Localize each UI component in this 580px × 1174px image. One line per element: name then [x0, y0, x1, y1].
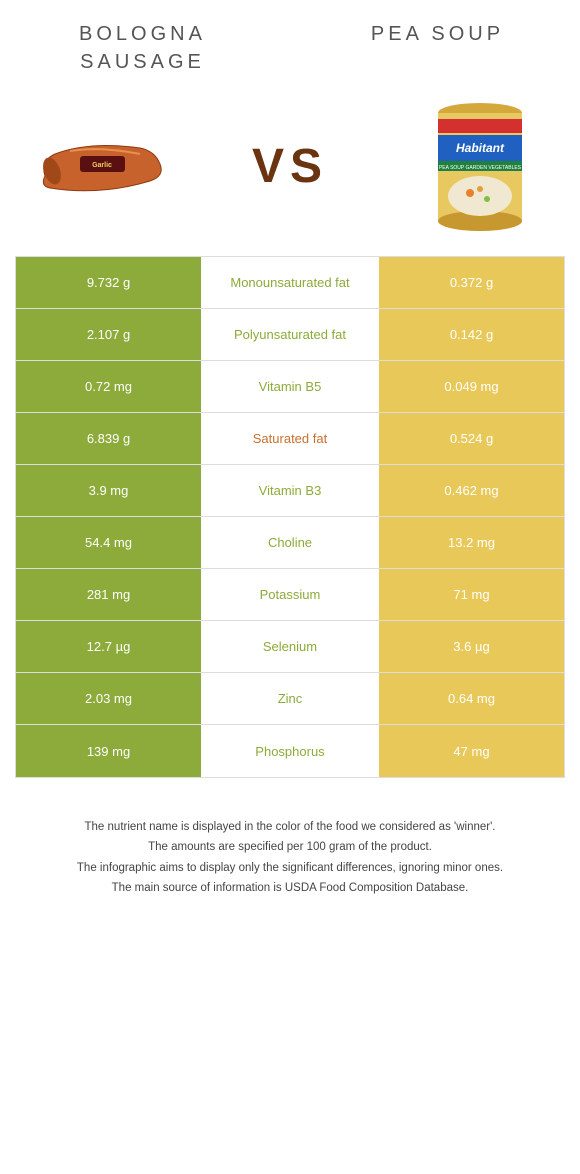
svg-text:PEA SOUP GARDEN VEGETABLES: PEA SOUP GARDEN VEGETABLES [439, 165, 522, 171]
left-value-cell: 139 mg [16, 725, 201, 777]
svg-text:Garlic: Garlic [92, 162, 112, 169]
nutrient-label-cell: Zinc [201, 673, 379, 724]
table-row: 0.72 mgVitamin B50.049 mg [16, 361, 564, 413]
nutrient-label-cell: Phosphorus [201, 725, 379, 777]
footnote-line: The main source of information is USDA F… [35, 879, 545, 897]
nutrient-label-cell: Potassium [201, 569, 379, 620]
food-images-row: Garlic VS Habitant PEA SOUP GARDEN VEGET… [15, 106, 565, 226]
nutrient-label-cell: Selenium [201, 621, 379, 672]
right-value-cell: 0.462 mg [379, 465, 564, 516]
nutrient-label-cell: Monounsaturated fat [201, 257, 379, 308]
right-value-cell: 0.142 g [379, 309, 564, 360]
right-value-cell: 0.524 g [379, 413, 564, 464]
left-value-cell: 3.9 mg [16, 465, 201, 516]
left-value-cell: 54.4 mg [16, 517, 201, 568]
pea-soup-can-image: Habitant PEA SOUP GARDEN VEGETABLES [405, 106, 555, 226]
nutrient-label-cell: Choline [201, 517, 379, 568]
table-row: 54.4 mgCholine13.2 mg [16, 517, 564, 569]
table-row: 2.03 mgZinc0.64 mg [16, 673, 564, 725]
bologna-sausage-image: Garlic [25, 106, 175, 226]
right-value-cell: 71 mg [379, 569, 564, 620]
vs-label: VS [252, 139, 328, 194]
footnote-line: The amounts are specified per 100 gram o… [35, 838, 545, 856]
left-food-title: BOLOGNA SAUSAGE [15, 20, 270, 76]
nutrient-label-cell: Vitamin B3 [201, 465, 379, 516]
nutrient-label-cell: Saturated fat [201, 413, 379, 464]
left-value-cell: 12.7 µg [16, 621, 201, 672]
nutrient-label-cell: Vitamin B5 [201, 361, 379, 412]
table-row: 12.7 µgSelenium3.6 µg [16, 621, 564, 673]
table-row: 3.9 mgVitamin B30.462 mg [16, 465, 564, 517]
left-value-cell: 2.03 mg [16, 673, 201, 724]
left-value-cell: 6.839 g [16, 413, 201, 464]
footnote-line: The infographic aims to display only the… [35, 859, 545, 877]
right-value-cell: 3.6 µg [379, 621, 564, 672]
right-value-cell: 0.049 mg [379, 361, 564, 412]
footnotes: The nutrient name is displayed in the co… [15, 818, 565, 898]
table-row: 9.732 gMonounsaturated fat0.372 g [16, 257, 564, 309]
left-value-cell: 0.72 mg [16, 361, 201, 412]
right-value-cell: 47 mg [379, 725, 564, 777]
table-row: 2.107 gPolyunsaturated fat0.142 g [16, 309, 564, 361]
right-value-cell: 0.64 mg [379, 673, 564, 724]
right-value-cell: 13.2 mg [379, 517, 564, 568]
table-row: 139 mgPhosphorus47 mg [16, 725, 564, 777]
left-value-cell: 281 mg [16, 569, 201, 620]
header-titles: BOLOGNA SAUSAGE PEA SOUP [15, 20, 565, 76]
table-row: 6.839 gSaturated fat0.524 g [16, 413, 564, 465]
right-value-cell: 0.372 g [379, 257, 564, 308]
left-value-cell: 2.107 g [16, 309, 201, 360]
svg-text:Habitant: Habitant [456, 141, 505, 155]
right-food-title: PEA SOUP [310, 20, 565, 76]
table-row: 281 mgPotassium71 mg [16, 569, 564, 621]
nutrition-comparison-table: 9.732 gMonounsaturated fat0.372 g2.107 g… [15, 256, 565, 778]
footnote-line: The nutrient name is displayed in the co… [35, 818, 545, 836]
left-value-cell: 9.732 g [16, 257, 201, 308]
nutrient-label-cell: Polyunsaturated fat [201, 309, 379, 360]
